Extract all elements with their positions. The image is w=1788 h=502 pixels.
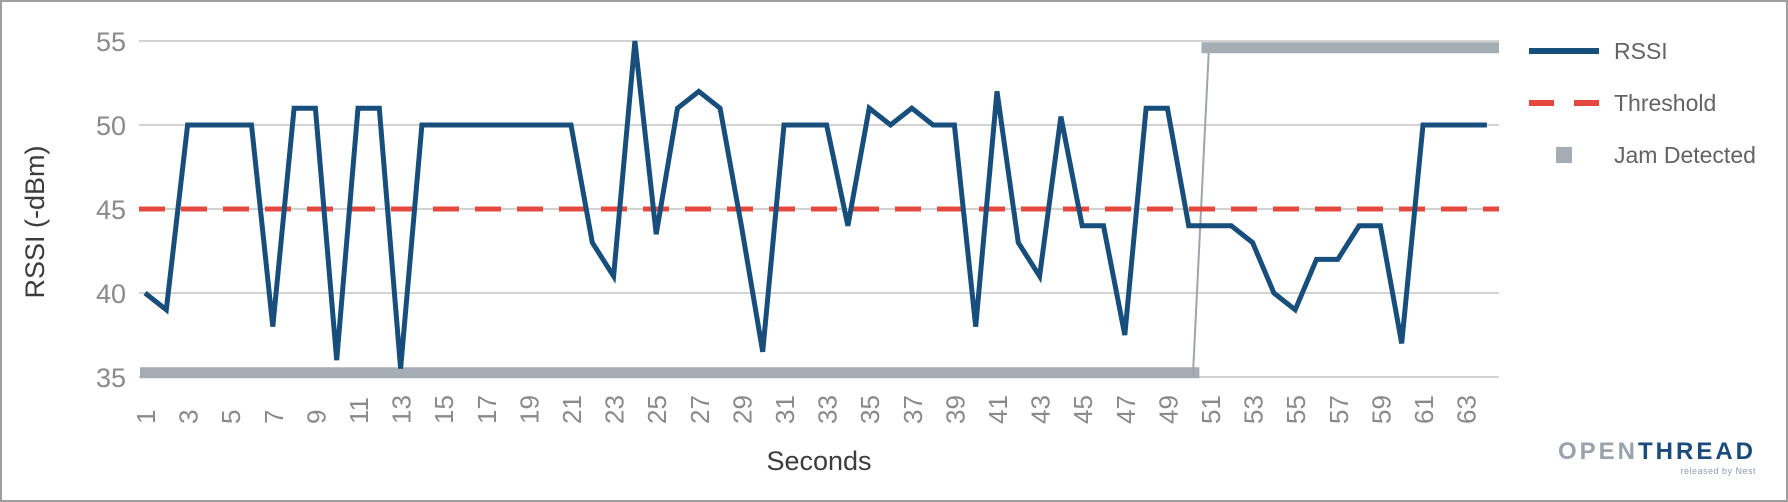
openthread-logo: OPENTHREAD released by Nest (1558, 440, 1756, 476)
x-tick-label-51: 51 (1196, 395, 1226, 424)
rssi-series-line (143, 40, 1487, 369)
x-tick-label-9: 9 (301, 410, 331, 424)
y-tick-label-35: 35 (96, 363, 126, 393)
x-tick-label-39: 39 (940, 395, 970, 424)
x-tick-label-53: 53 (1239, 395, 1269, 424)
x-tick-label-5: 5 (216, 410, 246, 424)
threshold-dash-swatch (1529, 100, 1599, 106)
x-tick-label-15: 15 (429, 395, 459, 424)
openthread-wordmark: OPENTHREAD (1558, 440, 1756, 464)
legend: RSSI Threshold Jam Detected (1529, 25, 1779, 181)
x-tick-label-57: 57 (1324, 395, 1354, 424)
y-tick-label-40: 40 (96, 279, 126, 309)
legend-label-rssi: RSSI (1614, 37, 1668, 64)
y-axis-tick-labels: 35 40 45 50 55 (96, 27, 126, 393)
legend-label-threshold: Threshold (1614, 89, 1717, 116)
legend-label-jam-detected: Jam Detected (1614, 141, 1756, 168)
x-tick-label-1: 1 (131, 410, 161, 424)
x-tick-label-63: 63 (1452, 395, 1482, 424)
legend-item-threshold: Threshold (1529, 77, 1779, 129)
x-tick-label-43: 43 (1026, 395, 1056, 424)
x-tick-label-33: 33 (813, 395, 843, 424)
y-tick-label-45: 45 (96, 195, 126, 225)
x-tick-label-29: 29 (727, 395, 757, 424)
y-tick-label-55: 55 (96, 27, 126, 57)
x-tick-label-61: 61 (1409, 395, 1439, 424)
x-tick-label-3: 3 (174, 410, 204, 424)
x-tick-label-37: 37 (898, 395, 928, 424)
x-tick-label-41: 41 (983, 395, 1013, 424)
x-tick-label-35: 35 (855, 395, 885, 424)
logo-open-text: OPEN (1557, 438, 1638, 465)
rssi-line-swatch (1529, 48, 1599, 54)
x-tick-label-11: 11 (344, 397, 374, 424)
x-axis-title: Seconds (766, 446, 871, 476)
jam-detected-square-swatch (1556, 147, 1572, 163)
y-tick-label-50: 50 (96, 111, 126, 141)
x-tick-label-25: 25 (642, 395, 672, 424)
x-tick-label-45: 45 (1068, 395, 1098, 424)
x-tick-label-49: 49 (1153, 395, 1183, 424)
x-axis-tick-labels: 1 3 5 7 9 11 13 15 17 19 21 23 25 27 29 31 33 35 37 39 41 43 4… (131, 395, 1482, 424)
x-tick-label-59: 59 (1366, 395, 1396, 424)
x-tick-label-31: 31 (770, 395, 800, 424)
x-tick-label-13: 13 (387, 395, 417, 424)
rssi-series (143, 40, 1487, 369)
x-tick-label-47: 47 (1111, 395, 1141, 424)
x-tick-label-19: 19 (514, 395, 544, 424)
x-tick-label-17: 17 (472, 395, 502, 424)
x-tick-label-55: 55 (1281, 395, 1311, 424)
x-tick-label-27: 27 (685, 395, 715, 424)
logo-thread-text: THREAD (1638, 438, 1756, 465)
x-tick-label-23: 23 (600, 395, 630, 424)
y-axis-title: RSSI (-dBm) (20, 145, 50, 298)
legend-item-jam-detected: Jam Detected (1529, 129, 1779, 181)
x-tick-label-7: 7 (259, 410, 289, 424)
logo-tagline: released by Nest (1680, 466, 1756, 476)
x-tick-label-21: 21 (557, 395, 587, 424)
legend-item-rssi: RSSI (1529, 25, 1779, 77)
